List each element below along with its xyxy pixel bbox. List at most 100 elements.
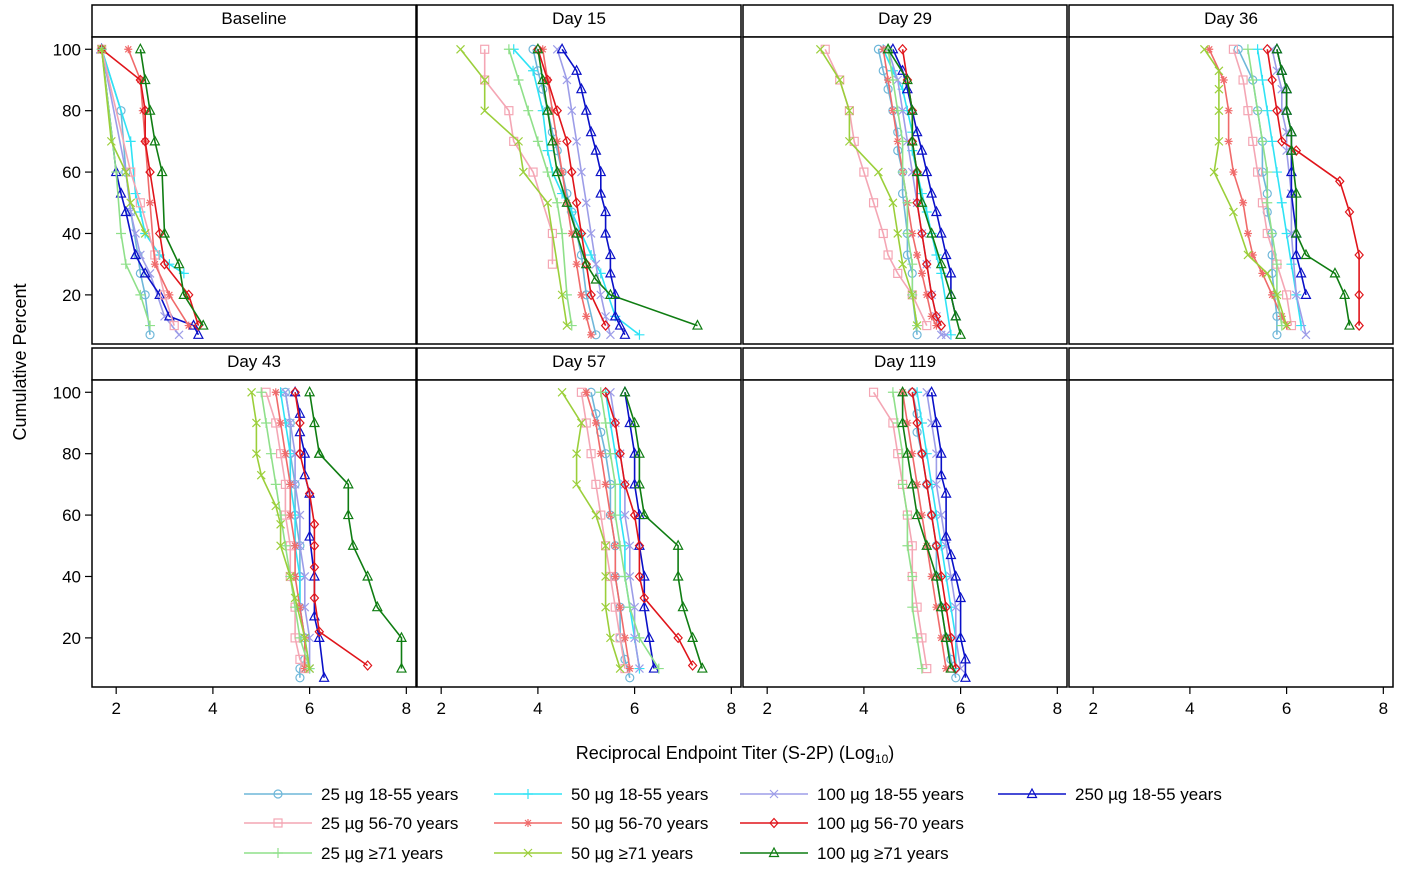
data-point xyxy=(347,539,359,550)
data-point xyxy=(945,662,957,673)
data-point xyxy=(902,510,913,521)
data-point xyxy=(634,329,645,340)
data-point xyxy=(587,330,596,339)
data-point xyxy=(552,105,563,117)
data-point xyxy=(672,570,684,581)
series-8 xyxy=(503,44,577,331)
data-point xyxy=(887,74,898,85)
data-point xyxy=(916,663,927,674)
data-point xyxy=(931,510,942,521)
data-point xyxy=(174,330,184,340)
data-point xyxy=(601,602,611,612)
data-point xyxy=(932,603,941,612)
data-point xyxy=(926,509,937,521)
data-point xyxy=(883,84,893,94)
data-point xyxy=(908,449,917,458)
data-point xyxy=(173,257,185,269)
panel-header xyxy=(742,4,1068,38)
y-tick-label: 60 xyxy=(62,163,81,182)
data-point xyxy=(945,329,956,340)
data-point xyxy=(1290,248,1302,260)
data-point xyxy=(503,44,514,55)
data-point xyxy=(1229,168,1238,177)
data-point xyxy=(591,479,601,489)
series-line xyxy=(1266,49,1360,326)
data-point xyxy=(309,592,320,604)
data-point xyxy=(940,530,952,541)
data-point xyxy=(1243,106,1253,116)
data-point xyxy=(591,510,601,520)
data-point xyxy=(576,418,586,428)
series-line xyxy=(308,392,403,669)
data-point xyxy=(169,320,179,331)
data-point xyxy=(1276,64,1288,75)
data-point xyxy=(121,167,131,177)
x-tick-label: 4 xyxy=(859,699,868,718)
data-point xyxy=(280,540,291,551)
data-point xyxy=(314,626,325,638)
data-point xyxy=(1271,259,1282,270)
data-point xyxy=(1219,75,1228,84)
data-point xyxy=(276,418,285,427)
data-point xyxy=(134,42,146,54)
data-point xyxy=(571,197,582,209)
data-point xyxy=(930,205,942,217)
data-point xyxy=(859,167,869,177)
data-point xyxy=(1354,289,1364,301)
data-point xyxy=(922,320,932,331)
data-point xyxy=(165,290,174,299)
data-point xyxy=(672,539,684,550)
legend-label: 50 µg 18-55 years xyxy=(571,785,708,804)
series-8 xyxy=(1242,44,1287,331)
series-line xyxy=(100,49,175,326)
data-point xyxy=(1247,74,1258,85)
x-tick-label: 4 xyxy=(208,699,217,718)
legend-swatch-marker xyxy=(769,817,779,829)
series-line xyxy=(887,49,918,326)
series-7 xyxy=(1262,43,1364,331)
data-point xyxy=(120,205,132,217)
data-point xyxy=(305,664,315,674)
series-line xyxy=(604,392,694,666)
series-line xyxy=(284,392,311,669)
data-point xyxy=(868,198,879,208)
data-point xyxy=(130,188,141,199)
legend-item: 50 µg ≥71 years xyxy=(494,844,693,863)
data-point xyxy=(1271,42,1283,54)
data-point xyxy=(1252,167,1263,177)
data-point xyxy=(639,592,650,604)
x-tick-label: 8 xyxy=(727,699,736,718)
data-point xyxy=(542,104,554,115)
data-point xyxy=(897,43,908,55)
data-point xyxy=(888,198,898,208)
data-point xyxy=(295,510,305,520)
data-point xyxy=(514,136,523,146)
data-point xyxy=(131,229,140,238)
data-point xyxy=(1248,250,1257,259)
data-point xyxy=(591,409,601,419)
data-point xyxy=(145,330,155,340)
data-point xyxy=(906,104,918,115)
legend-label: 250 µg 18-55 years xyxy=(1075,785,1222,804)
data-point xyxy=(591,259,601,269)
data-point xyxy=(917,269,926,278)
y-tick-label: 40 xyxy=(62,224,81,243)
data-point xyxy=(480,44,490,54)
data-point xyxy=(1300,248,1312,260)
data-point xyxy=(566,320,577,331)
y-tick-label: 100 xyxy=(53,40,81,59)
series-10 xyxy=(134,42,209,330)
data-point xyxy=(1233,44,1243,54)
series-line xyxy=(260,392,311,669)
legend-swatch-marker xyxy=(524,819,532,827)
data-point xyxy=(1300,288,1312,299)
data-point xyxy=(586,449,596,459)
series-9 xyxy=(97,44,150,238)
data-point xyxy=(115,187,127,198)
data-point xyxy=(567,229,576,238)
series-line xyxy=(101,48,200,326)
data-point xyxy=(600,205,612,217)
series-4 xyxy=(926,385,971,682)
data-point xyxy=(887,65,898,76)
data-point xyxy=(581,198,591,208)
